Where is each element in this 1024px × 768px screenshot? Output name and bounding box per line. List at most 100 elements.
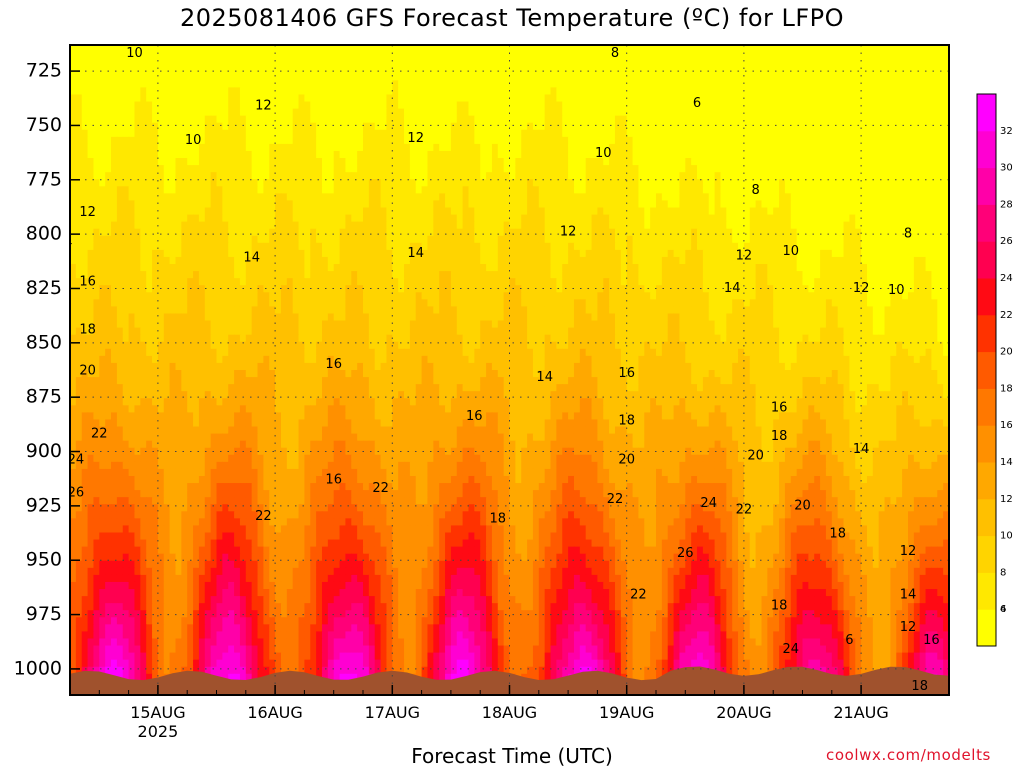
field-cell — [943, 221, 949, 230]
field-cell — [87, 115, 95, 124]
field-cell — [726, 87, 733, 96]
field-cell — [462, 235, 470, 244]
field-cell — [568, 214, 575, 223]
field-cell — [239, 172, 247, 180]
field-cell — [111, 136, 118, 145]
field-cell — [81, 221, 89, 230]
field-cell — [93, 165, 100, 173]
field-cell — [456, 256, 464, 265]
field-cell — [509, 73, 516, 81]
field-cell — [245, 52, 253, 60]
field-cell — [913, 101, 921, 110]
field-cell — [298, 172, 305, 180]
field-cell — [251, 122, 259, 131]
field-cell — [720, 172, 727, 180]
field-cell — [919, 129, 927, 138]
field-cell — [415, 158, 423, 166]
field-cell — [679, 193, 686, 202]
field-cell — [462, 80, 470, 88]
field-cell — [99, 228, 106, 237]
field-cell — [919, 256, 927, 265]
field-cell — [134, 80, 141, 88]
field-cell — [755, 66, 763, 74]
field-cell — [345, 186, 352, 194]
field-cell — [907, 101, 915, 110]
field-cell — [843, 264, 850, 272]
field-cell — [239, 221, 247, 230]
field-cell — [656, 249, 663, 258]
field-cell — [755, 256, 763, 265]
field-cell — [726, 80, 733, 88]
field-cell — [169, 52, 177, 60]
field-cell — [175, 256, 182, 265]
field-cell — [509, 264, 516, 272]
field-cell — [638, 214, 645, 223]
field-cell — [245, 108, 253, 117]
field-cell — [269, 66, 276, 74]
field-cell — [87, 179, 95, 187]
field-cell — [620, 45, 628, 53]
field-cell — [292, 228, 300, 237]
field-cell — [685, 108, 692, 117]
field-cell — [913, 129, 921, 138]
field-cell — [462, 108, 470, 117]
field-cell — [363, 179, 370, 187]
field-cell — [872, 200, 880, 209]
field-cell — [708, 94, 716, 103]
field-cell — [790, 80, 798, 88]
field-cell — [773, 207, 780, 216]
field-cell — [175, 59, 182, 67]
field-cell — [392, 94, 399, 103]
field-cell — [568, 249, 575, 258]
field-cell — [907, 249, 915, 258]
field-cell — [239, 94, 247, 103]
field-cell — [579, 214, 587, 223]
field-cell — [421, 73, 429, 81]
field-cell — [269, 45, 276, 53]
field-cell — [198, 193, 206, 202]
field-cell — [907, 235, 915, 244]
field-cell — [111, 150, 118, 159]
field-cell — [937, 101, 944, 110]
field-cell — [280, 59, 288, 67]
field-cell — [70, 235, 77, 244]
field-cell — [75, 172, 83, 180]
field-cell — [603, 264, 610, 272]
field-cell — [749, 158, 757, 166]
field-cell — [193, 108, 200, 117]
field-cell — [866, 45, 874, 53]
field-cell — [409, 193, 417, 202]
field-cell — [134, 122, 141, 131]
field-cell — [439, 207, 446, 216]
field-cell — [146, 235, 153, 244]
field-cell — [503, 228, 511, 237]
field-cell — [421, 200, 429, 209]
field-cell — [697, 101, 704, 110]
field-cell — [193, 221, 200, 230]
field-cell — [855, 249, 862, 258]
field-cell — [579, 101, 587, 110]
field-cell — [128, 94, 136, 103]
field-cell — [820, 214, 827, 223]
field-cell — [825, 136, 833, 145]
field-cell — [333, 66, 341, 74]
field-cell — [521, 235, 528, 244]
field-cell — [538, 193, 546, 202]
field-cell — [286, 256, 294, 265]
field-cell — [456, 80, 464, 88]
field-cell — [169, 66, 177, 74]
field-cell — [884, 193, 891, 202]
field-cell — [245, 228, 253, 237]
field-cell — [70, 221, 77, 230]
field-cell — [673, 45, 681, 53]
field-cell — [263, 45, 270, 53]
field-cell — [650, 214, 657, 223]
field-cell — [286, 249, 294, 258]
field-cell — [573, 165, 581, 173]
field-cell — [720, 186, 727, 194]
field-cell — [245, 214, 253, 223]
field-cell — [866, 165, 874, 173]
field-cell — [292, 186, 300, 194]
field-cell — [825, 108, 833, 117]
field-cell — [902, 129, 909, 138]
